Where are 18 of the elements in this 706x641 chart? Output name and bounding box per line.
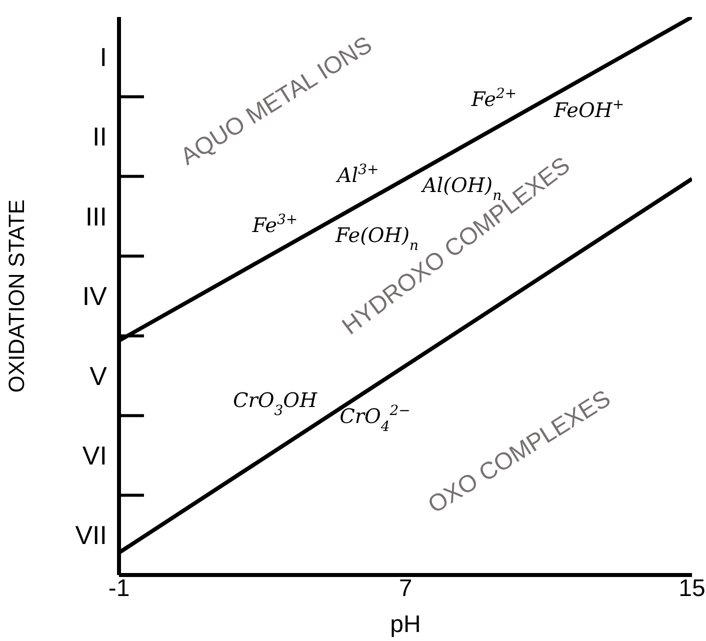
annotation: Fe$^{2+}$ (470, 86, 517, 111)
annotation: FeOH$^{+}$ (552, 97, 624, 122)
text: VI (82, 440, 107, 471)
x-tick-label: 7 (398, 575, 412, 602)
text: IV (82, 281, 108, 312)
text: I (100, 42, 107, 72)
text: III (85, 201, 107, 232)
text: VII (75, 520, 107, 550)
text: V (90, 360, 108, 391)
x-tick-label: 15 (678, 575, 706, 602)
annotation: CrO$_{3}$OH (232, 388, 318, 419)
x-tick-label: -1 (108, 575, 130, 602)
annotation: Al$^{3+}$ (335, 162, 379, 187)
text: II (92, 122, 107, 152)
y-axis-title: OXIDATION STATE (4, 199, 29, 393)
annotation: Fe(OH)$_{n}$ (334, 223, 419, 254)
x-axis-title: pH (390, 611, 421, 638)
annotation: Fe$^{3+}$ (251, 212, 298, 237)
